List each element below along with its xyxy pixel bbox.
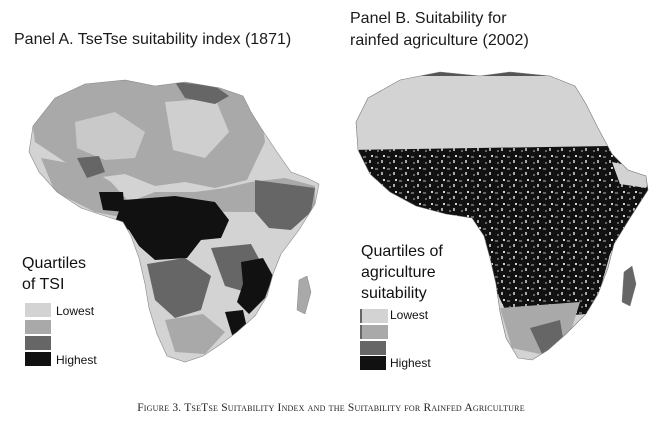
legend-a-swatch-third — [25, 336, 51, 350]
tsetse-regions — [29, 80, 319, 362]
madagascar-b — [621, 265, 637, 307]
legend-a-swatch-second — [25, 320, 51, 334]
legend-b-swatch-highest — [360, 356, 386, 370]
region-lowest-patch — [165, 98, 229, 158]
legend-b-swatch-lowest — [360, 309, 388, 323]
legend-b-swatch-second — [360, 325, 388, 339]
region-third-horn — [255, 180, 315, 230]
region-lowest-patch — [75, 112, 145, 160]
map-panel-b-agriculture — [355, 71, 649, 361]
legend-a-label-highest: Highest — [56, 353, 97, 367]
figure-caption: Figure 3. TseTse Suitability Index and t… — [137, 402, 525, 414]
panel-b-title-line2: rainfed agriculture (2002) — [350, 32, 529, 49]
africa-outline-a — [28, 79, 320, 363]
region-highest-band — [356, 146, 648, 320]
africa-outline-b — [355, 71, 649, 361]
region-highest-west — [99, 192, 125, 212]
legend-a-title-line2: of TSI — [22, 276, 65, 293]
region-north-coast — [356, 72, 648, 76]
region-third-westafrica — [77, 156, 105, 178]
legend-a-swatch-lowest — [25, 303, 51, 317]
legend-a-label-lowest: Lowest — [56, 304, 95, 318]
agriculture-regions — [356, 72, 648, 360]
region-second-south-tip — [165, 314, 225, 354]
legend-b-label-highest: Highest — [390, 356, 431, 370]
region-highest-central — [115, 196, 229, 260]
legend-b-title-line3: suitability — [361, 285, 427, 302]
region-third-south — [147, 258, 211, 318]
panel-b-title-line1: Panel B. Suitability for — [350, 10, 507, 27]
legend-b-swatch-third — [360, 341, 386, 355]
map-panel-a-tsetse — [28, 79, 320, 363]
legend-b-label-lowest: Lowest — [390, 308, 429, 322]
legend-b-title-line1: Quartiles of — [361, 243, 443, 260]
legend-a-title-line1: Quartiles — [22, 255, 87, 272]
legend-b-title-line2: agriculture — [361, 264, 436, 281]
madagascar-a — [296, 275, 312, 315]
region-highest-mozambique — [237, 258, 273, 314]
legend-a-swatch-highest — [25, 352, 51, 366]
panel-a-title: Panel A. TseTse suitability index (1871) — [14, 31, 292, 48]
